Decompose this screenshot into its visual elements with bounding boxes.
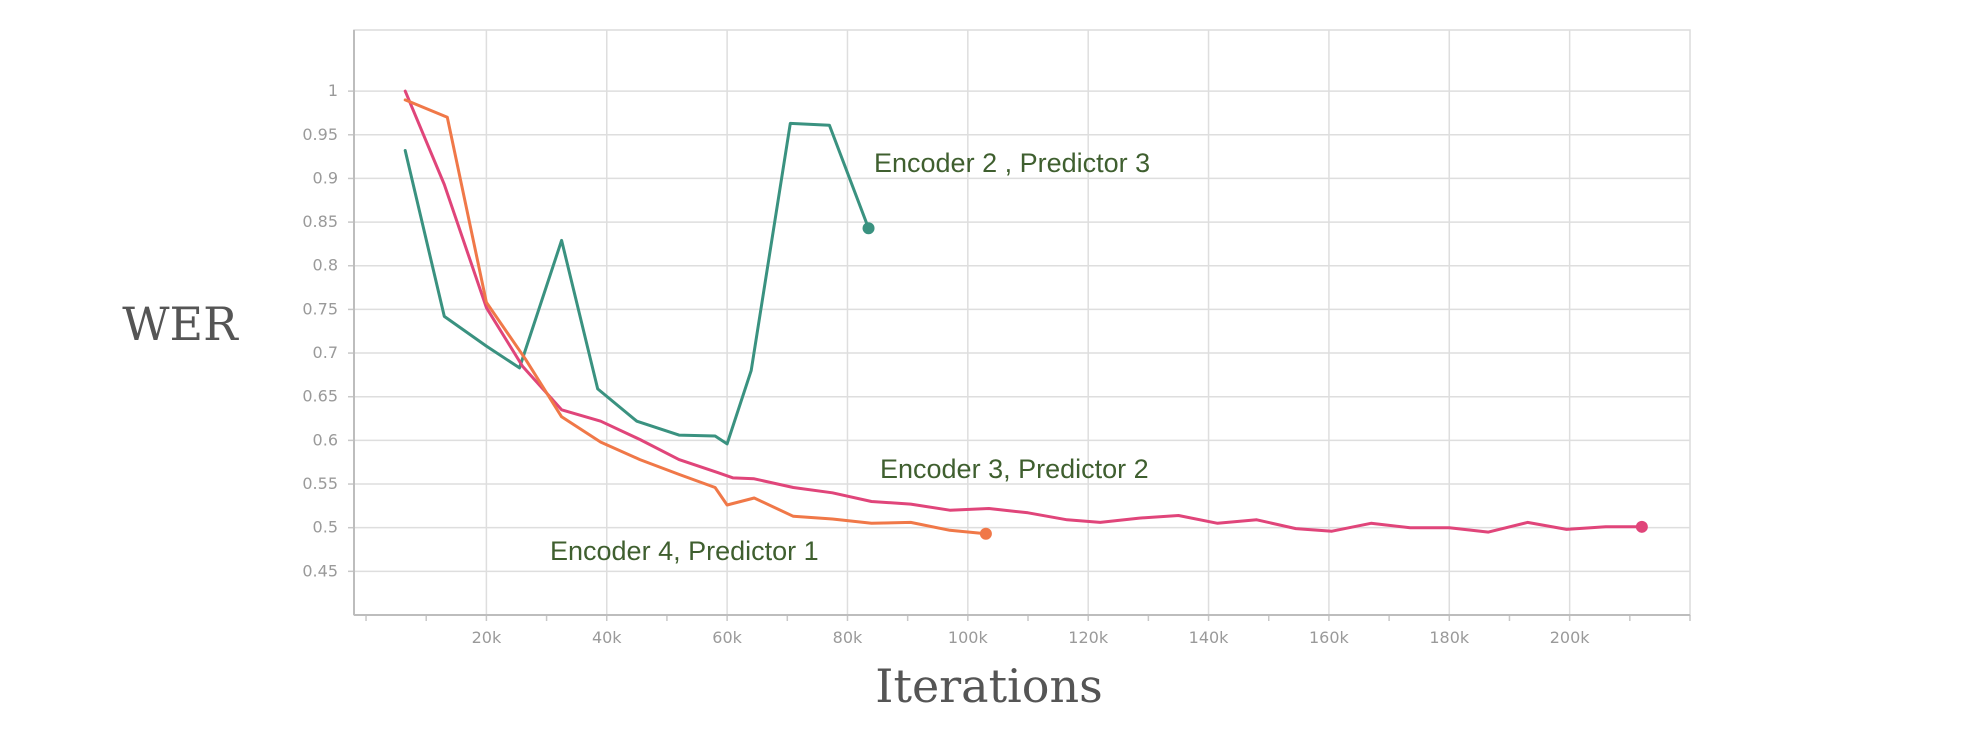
- series-annotation-1: Encoder 2 , Predictor 3: [874, 148, 1150, 178]
- axes: [348, 30, 1691, 621]
- x-tick-label: 160k: [1309, 628, 1350, 647]
- series-line-2: [403, 89, 1644, 534]
- x-tick-label: 100k: [948, 628, 989, 647]
- y-tick-label: 0.55: [302, 474, 338, 493]
- y-tick-label: 0.85: [302, 212, 338, 231]
- x-tick-label: 40k: [592, 628, 622, 647]
- x-tick-label: 180k: [1429, 628, 1470, 647]
- x-tick-label: 140k: [1189, 628, 1230, 647]
- y-axis-title: WER: [122, 297, 239, 351]
- series-line-3: [403, 98, 988, 536]
- series-line-1: [403, 121, 870, 446]
- tick-labels: 0.45 0.5 0.55 0.6 0.65 0.7 0.75 0.8 0.85 0.9 0.95 1…: [302, 81, 1590, 647]
- x-tick-label: 80k: [833, 628, 863, 647]
- y-tick-label: 0.5: [313, 518, 338, 537]
- series-annotation-2: Encoder 3, Predictor 2: [880, 454, 1149, 484]
- annotations: Encoder 2 , Predictor 3 Encoder 3, Predic…: [550, 148, 1150, 566]
- y-tick-label: 0.75: [302, 299, 338, 318]
- y-tick-label: 0.65: [302, 387, 338, 406]
- series-end-marker-2: [1635, 520, 1648, 533]
- series-end-marker-1: [862, 222, 875, 235]
- x-tick-label: 60k: [712, 628, 742, 647]
- y-tick-label: 0.95: [302, 125, 338, 144]
- y-tick-label: 0.7: [313, 343, 338, 362]
- y-tick-label: 0.8: [313, 256, 338, 275]
- series-end-marker-3: [979, 527, 992, 540]
- series: [403, 89, 1648, 540]
- x-tick-label: 20k: [472, 628, 502, 647]
- y-tick-label: 0.45: [302, 561, 338, 580]
- x-axis-title: Iterations: [875, 659, 1102, 713]
- x-tick-label: 200k: [1550, 628, 1591, 647]
- grid: [353, 29, 1691, 616]
- x-tick-label: 120k: [1068, 628, 1109, 647]
- y-tick-label: 0.9: [313, 168, 338, 187]
- series-annotation-3: Encoder 4, Predictor 1: [550, 536, 819, 566]
- y-tick-label: 1: [328, 81, 338, 100]
- y-tick-label: 0.6: [313, 430, 338, 449]
